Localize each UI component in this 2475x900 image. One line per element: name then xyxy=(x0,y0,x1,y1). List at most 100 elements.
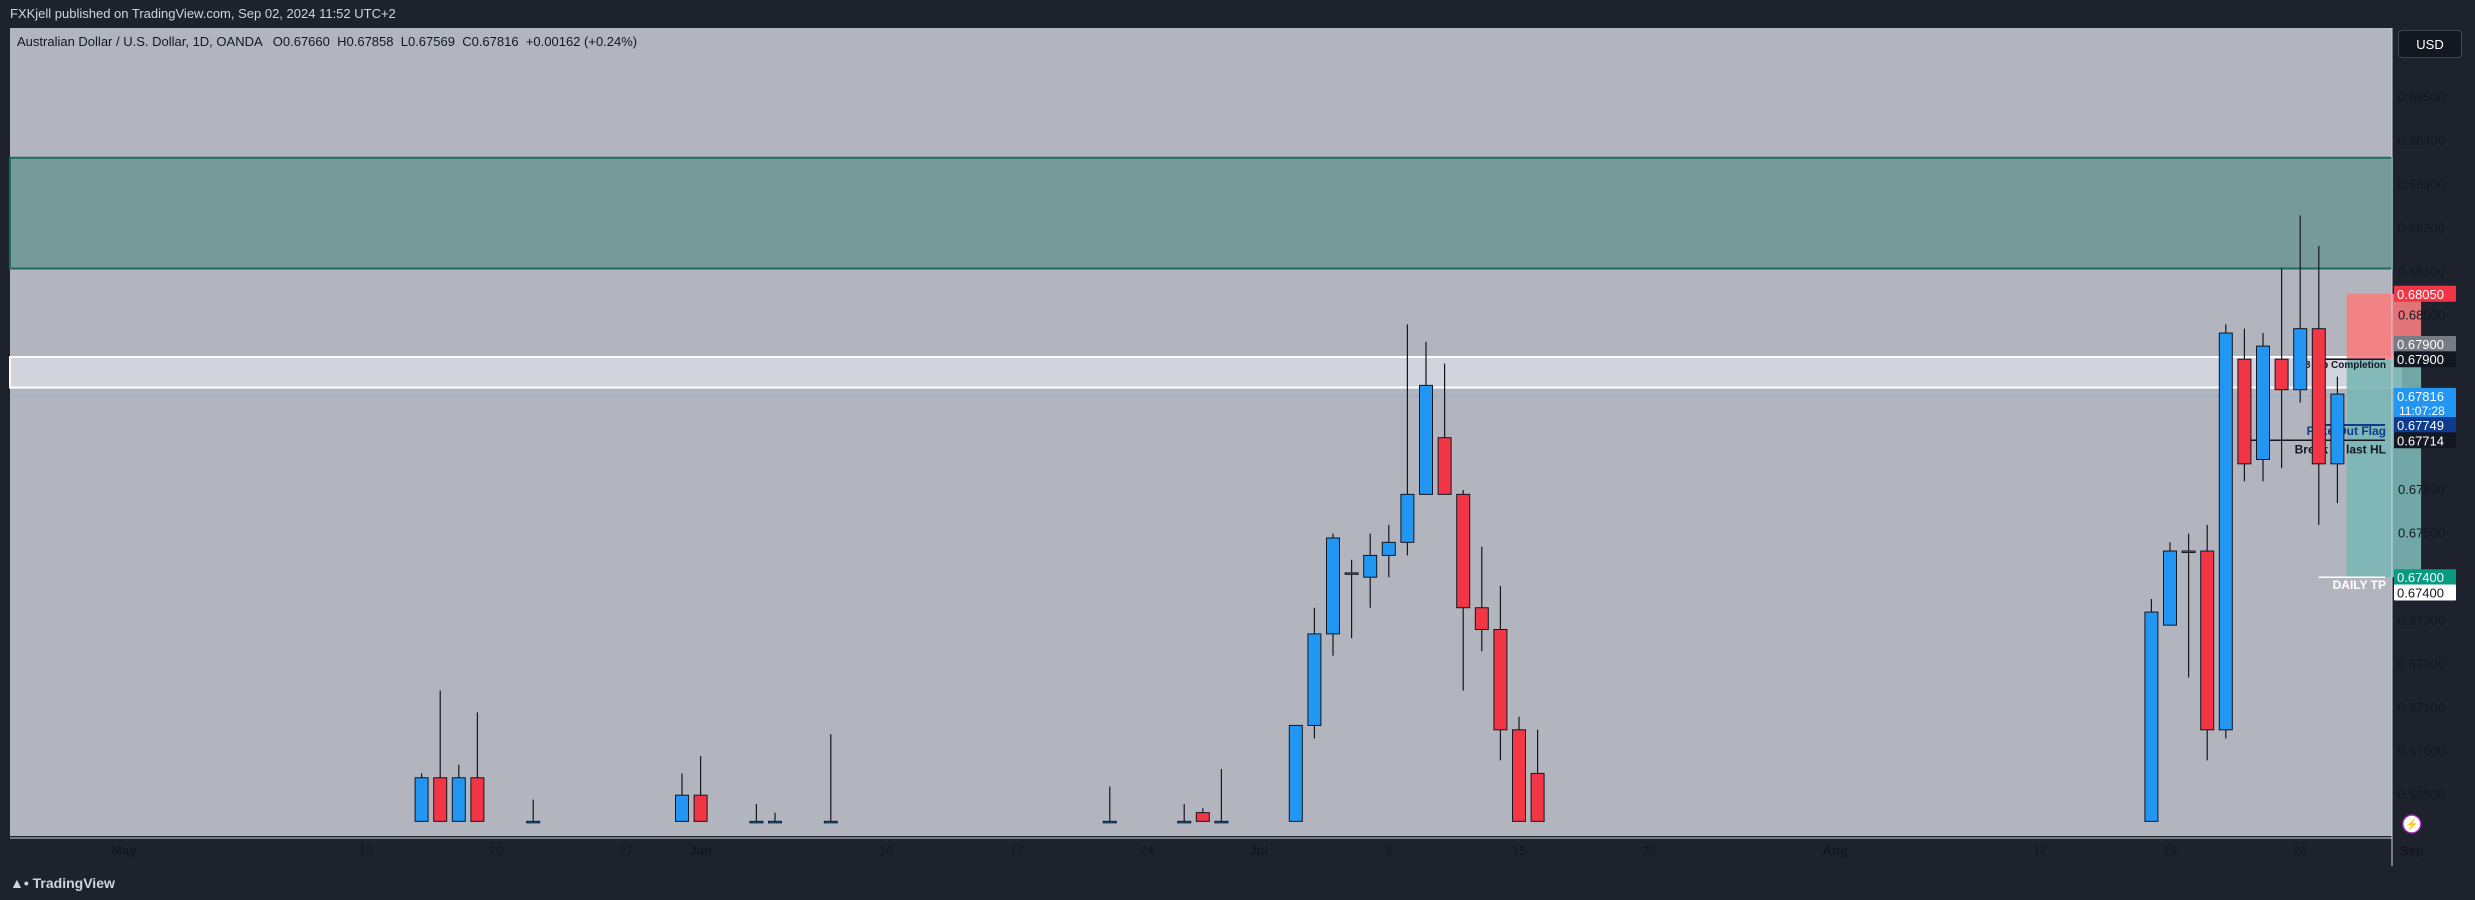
y-tick-label: 0.66900 xyxy=(2398,787,2445,802)
event-marker-glyph: ⚡ xyxy=(2405,818,2419,831)
candle-body xyxy=(675,794,689,822)
candle-body xyxy=(1195,812,1210,822)
brand-text: TradingView xyxy=(32,875,115,891)
supply-zone xyxy=(9,156,2393,270)
candle-body xyxy=(693,794,708,822)
y-tick-label: 0.67600 xyxy=(2398,482,2445,497)
annotation-label: -68 Fib Completion xyxy=(2296,360,2386,371)
candle-body xyxy=(1419,384,1433,495)
y-tick-label: 0.67200 xyxy=(2398,656,2445,671)
price-tag-label: 0.67900 xyxy=(2397,352,2444,367)
high-value: H0.67858 xyxy=(337,34,394,49)
symbol-legend: Australian Dollar / U.S. Dollar, 1D, OAN… xyxy=(17,34,637,49)
y-tick-label: 0.68000 xyxy=(2398,308,2445,323)
price-tag xyxy=(2394,335,2456,352)
price-tag-label: 0.67900 xyxy=(2397,337,2444,352)
x-tick-label: 19 xyxy=(2163,843,2177,858)
open-value: O0.67660 xyxy=(272,34,330,49)
candle-body xyxy=(1288,724,1303,822)
countdown-label: 11:07:28 xyxy=(2399,404,2445,418)
x-tick-label: 13 xyxy=(359,843,373,858)
candle-body xyxy=(1400,493,1415,543)
x-tick-label: 26 xyxy=(2293,843,2307,858)
candle-body xyxy=(1456,493,1471,609)
x-tick-label: Jul xyxy=(1249,843,1268,858)
candle-body xyxy=(1344,572,1359,575)
x-tick-label: 8 xyxy=(1385,843,1392,858)
candle-body xyxy=(2181,550,2196,554)
y-tick-label: 0.67100 xyxy=(2398,700,2445,715)
candle-body xyxy=(451,777,466,822)
candle-body xyxy=(1307,633,1322,726)
symbol-name: Australian Dollar / U.S. Dollar, 1D, OAN… xyxy=(17,34,262,49)
y-tick-label: 0.67500 xyxy=(2398,526,2445,541)
price-tag xyxy=(2394,387,2456,418)
price-tag xyxy=(2394,351,2456,368)
price-tag-label: 0.67816 xyxy=(2397,389,2444,404)
price-tag-label: 0.67400 xyxy=(2397,570,2444,585)
candle-body xyxy=(470,777,485,822)
candle-body xyxy=(433,777,448,822)
annotation-label: Fake Out Flag xyxy=(2307,424,2386,438)
price-tag xyxy=(2394,432,2456,449)
candle-body xyxy=(2237,358,2252,465)
candle-body xyxy=(1512,729,1526,822)
x-tick-label: Sep xyxy=(2400,843,2424,858)
candle-body xyxy=(1102,820,1117,824)
candle-body xyxy=(2163,550,2177,626)
x-tick-label: 15 xyxy=(1512,843,1526,858)
footer-bar: ▲• TradingView xyxy=(0,866,2475,900)
candle-body xyxy=(414,777,429,822)
change-value: +0.00162 (+0.24%) xyxy=(525,34,638,49)
y-tick-label: 0.68400 xyxy=(2398,133,2445,148)
price-tag xyxy=(2394,584,2456,601)
annotation-label: DAILY TP xyxy=(2333,578,2386,592)
candle-body xyxy=(2256,345,2270,460)
fib-zone xyxy=(9,356,2402,389)
candle-body xyxy=(2330,393,2345,465)
x-tick-label: 17 xyxy=(1010,843,1024,858)
candle-body xyxy=(2311,328,2326,465)
y-tick-label: 0.68200 xyxy=(2398,220,2445,235)
candle-body xyxy=(1214,820,1229,824)
y-tick-label: 0.68500 xyxy=(2398,90,2445,105)
publisher-bar: FXKjell published on TradingView.com, Se… xyxy=(0,0,2475,28)
tradingview-logo: ▲• TradingView xyxy=(10,875,115,891)
candle-body xyxy=(1437,437,1452,495)
candle-body xyxy=(749,820,764,824)
candle-body xyxy=(2144,611,2159,822)
publisher-text: FXKjell published on TradingView.com, Se… xyxy=(10,6,396,21)
event-marker-icon xyxy=(2402,814,2422,834)
candle-body xyxy=(1177,820,1192,824)
candle-body xyxy=(2293,328,2308,391)
price-tag-label: 0.68050 xyxy=(2397,287,2444,302)
price-tag-label: 0.67714 xyxy=(2397,433,2444,448)
price-tag xyxy=(2394,417,2456,434)
x-tick-label: 27 xyxy=(619,843,633,858)
currency-button[interactable]: USD xyxy=(2398,30,2462,58)
x-tick-label: Aug xyxy=(1823,843,1848,858)
candle-body xyxy=(2218,332,2233,731)
low-value: L0.67569 xyxy=(400,34,455,49)
x-tick-label: 10 xyxy=(879,843,893,858)
price-tag-label: 0.67400 xyxy=(2397,585,2444,600)
candle-body xyxy=(823,820,838,824)
y-tick-label: 0.67300 xyxy=(2398,613,2445,628)
candle-body xyxy=(768,820,782,824)
candle-body xyxy=(1381,541,1396,556)
candle-body xyxy=(526,820,541,824)
candle-body xyxy=(1326,537,1340,635)
x-tick-label: Jun xyxy=(689,843,712,858)
y-tick-label: 0.67000 xyxy=(2398,744,2445,759)
price-tag-label: 0.67749 xyxy=(2397,418,2444,433)
x-tick-label: May xyxy=(111,843,137,858)
x-tick-label: 22 xyxy=(1642,843,1656,858)
price-tag xyxy=(2394,285,2456,302)
candle-body xyxy=(2274,358,2289,391)
price-tag xyxy=(2394,569,2456,586)
candle-body xyxy=(1493,629,1508,731)
y-tick-label: 0.68100 xyxy=(2398,264,2445,279)
x-tick-label: 12 xyxy=(2033,843,2047,858)
candle-body xyxy=(1474,607,1489,631)
